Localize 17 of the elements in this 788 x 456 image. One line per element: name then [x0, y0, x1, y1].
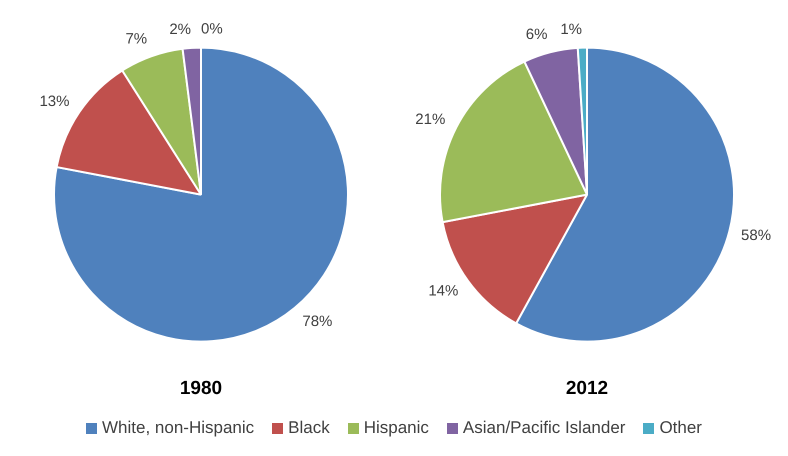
text: 0% — [201, 20, 223, 38]
data-label: 14% — [428, 282, 458, 300]
data-label: 6% — [526, 26, 548, 43]
data-label: 78% — [302, 312, 332, 330]
data-label: 7% — [125, 30, 148, 48]
legend-label: Asian/Pacific Islander — [462, 418, 626, 438]
text: 1980 — [180, 378, 222, 399]
data-label: 2% — [169, 21, 192, 38]
text: 2012 — [566, 378, 608, 399]
legend-label: Hispanic — [364, 418, 429, 438]
data-label: 58% — [741, 226, 772, 244]
data-label: 21% — [415, 110, 446, 128]
data-label: 13% — [39, 92, 70, 110]
data-label: 1% — [560, 20, 582, 38]
legend-label: Black — [288, 418, 330, 438]
legend-label: Other — [659, 418, 702, 438]
legend-label: White, non-Hispanic — [102, 418, 254, 438]
